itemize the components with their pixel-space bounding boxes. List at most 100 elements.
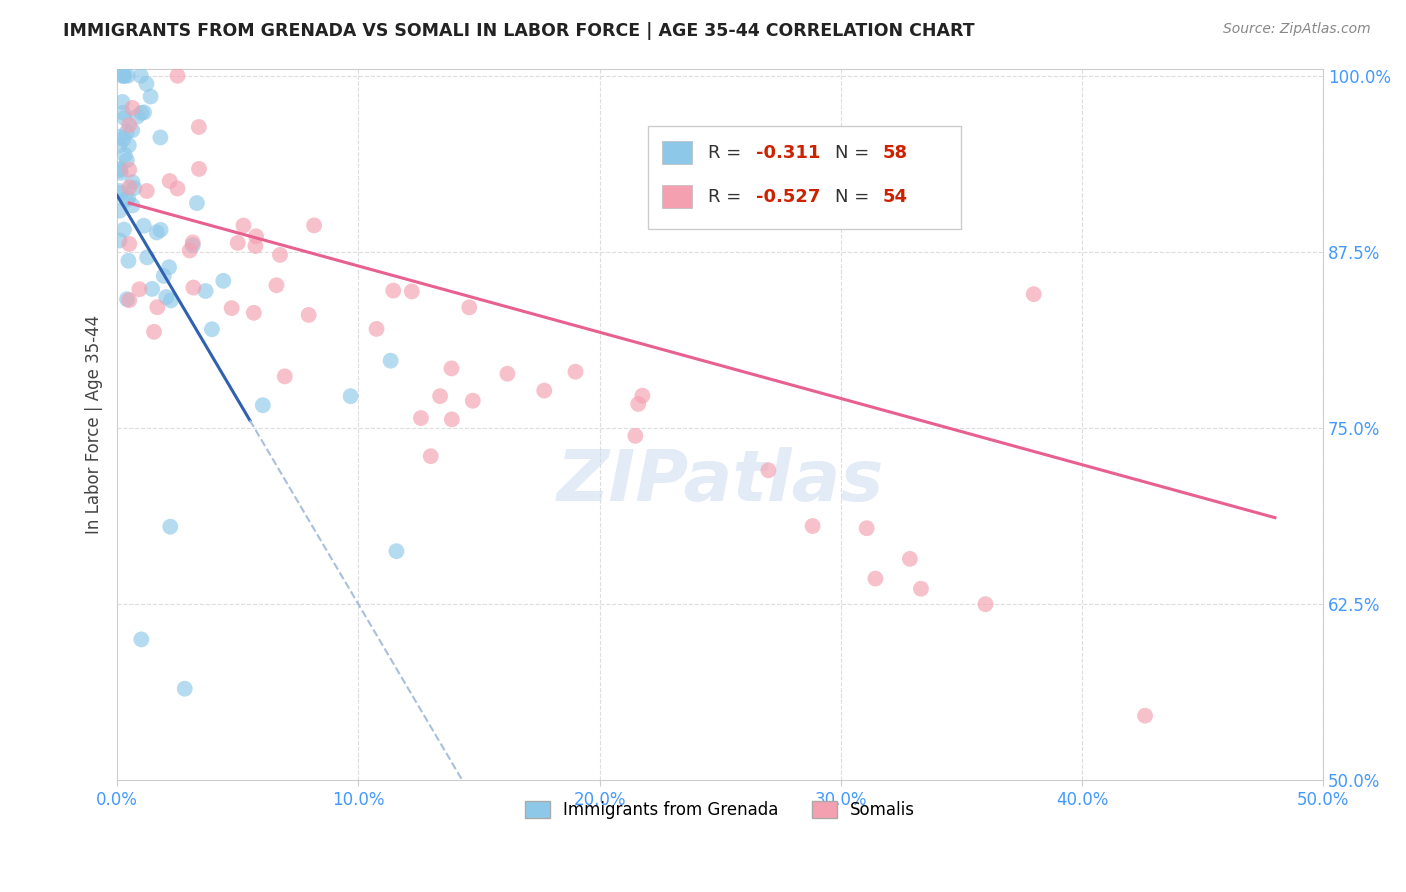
- Point: [564, 365, 586, 379]
- Point: [132, 219, 155, 233]
- Point: [131, 632, 153, 647]
- Point: [187, 120, 209, 134]
- Point: [117, 253, 139, 268]
- Point: [1133, 708, 1156, 723]
- Point: [181, 235, 204, 250]
- Point: [194, 284, 217, 298]
- Text: Source: ZipAtlas.com: Source: ZipAtlas.com: [1223, 22, 1371, 37]
- Point: [266, 278, 288, 293]
- Text: -0.527: -0.527: [756, 188, 821, 206]
- Text: ZIPatlas: ZIPatlas: [557, 447, 884, 516]
- Point: [160, 293, 183, 308]
- Point: [458, 301, 481, 315]
- Point: [129, 69, 152, 83]
- Point: [118, 118, 141, 132]
- Point: [108, 203, 131, 218]
- Point: [121, 198, 143, 212]
- Point: [173, 681, 195, 696]
- Point: [269, 248, 291, 262]
- Point: [385, 544, 408, 558]
- Point: [115, 193, 138, 207]
- Text: 54: 54: [883, 188, 908, 206]
- Point: [112, 69, 135, 83]
- Point: [339, 389, 361, 403]
- Point: [380, 353, 402, 368]
- Point: [212, 274, 235, 288]
- Point: [302, 219, 325, 233]
- Point: [382, 284, 405, 298]
- Point: [149, 223, 172, 237]
- Point: [166, 181, 188, 195]
- Point: [181, 238, 204, 252]
- Point: [117, 69, 139, 83]
- FancyBboxPatch shape: [648, 126, 962, 229]
- Point: [132, 105, 155, 120]
- Point: [1022, 287, 1045, 301]
- Point: [245, 239, 267, 253]
- Point: [409, 411, 432, 425]
- Point: [114, 148, 136, 162]
- Point: [118, 180, 141, 194]
- Point: [201, 322, 224, 336]
- Point: [111, 95, 134, 109]
- Point: [440, 361, 463, 376]
- Point: [758, 463, 780, 477]
- Point: [112, 132, 135, 146]
- Point: [221, 301, 243, 315]
- Point: [226, 235, 249, 250]
- Point: [898, 552, 921, 566]
- Point: [121, 123, 143, 137]
- Point: [159, 519, 181, 533]
- Point: [117, 191, 139, 205]
- Point: [159, 174, 181, 188]
- Bar: [662, 186, 692, 208]
- Point: [139, 89, 162, 103]
- Point: [121, 175, 143, 189]
- Point: [252, 398, 274, 412]
- Point: [533, 384, 555, 398]
- Point: [974, 597, 997, 611]
- Point: [143, 325, 166, 339]
- Point: [440, 412, 463, 426]
- Point: [232, 219, 254, 233]
- Point: [108, 138, 131, 153]
- Point: [179, 244, 201, 258]
- Point: [128, 282, 150, 296]
- Bar: [662, 141, 692, 164]
- Point: [141, 282, 163, 296]
- Point: [274, 369, 297, 384]
- Point: [855, 521, 877, 535]
- Point: [631, 389, 654, 403]
- Point: [157, 260, 180, 275]
- Point: [366, 322, 388, 336]
- Point: [131, 105, 153, 120]
- Point: [461, 393, 484, 408]
- Point: [188, 161, 211, 176]
- Point: [110, 163, 132, 178]
- Point: [183, 280, 205, 294]
- Point: [149, 130, 172, 145]
- Point: [112, 69, 135, 83]
- Point: [186, 196, 208, 211]
- Point: [118, 138, 141, 153]
- Text: 58: 58: [883, 144, 908, 161]
- Legend: Immigrants from Grenada, Somalis: Immigrants from Grenada, Somalis: [519, 794, 922, 825]
- Point: [136, 251, 159, 265]
- Point: [112, 105, 135, 120]
- Text: IMMIGRANTS FROM GRENADA VS SOMALI IN LABOR FORCE | AGE 35-44 CORRELATION CHART: IMMIGRANTS FROM GRENADA VS SOMALI IN LAB…: [63, 22, 974, 40]
- Point: [121, 101, 143, 115]
- Point: [118, 237, 141, 252]
- Point: [146, 300, 169, 314]
- Point: [245, 229, 267, 244]
- Point: [419, 449, 441, 463]
- Point: [135, 184, 157, 198]
- Point: [124, 181, 146, 195]
- Point: [108, 129, 131, 144]
- Point: [127, 110, 149, 124]
- Point: [108, 234, 131, 248]
- Point: [110, 186, 132, 200]
- Point: [166, 69, 188, 83]
- Text: R =: R =: [709, 144, 747, 161]
- Y-axis label: In Labor Force | Age 35-44: In Labor Force | Age 35-44: [86, 315, 103, 534]
- Text: R =: R =: [709, 188, 747, 206]
